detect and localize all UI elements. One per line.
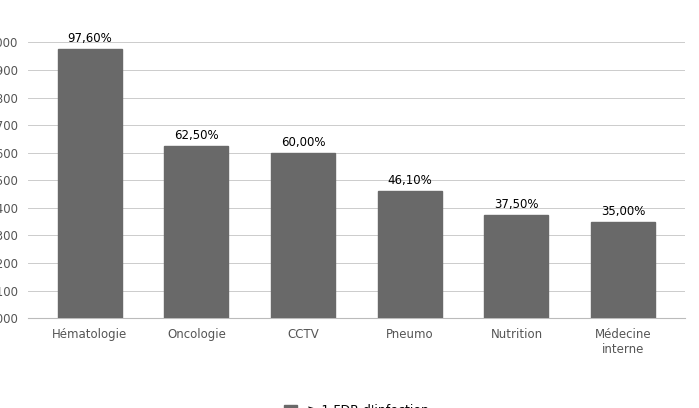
- Bar: [484, 215, 549, 318]
- Bar: [58, 49, 122, 318]
- Bar: [271, 153, 335, 318]
- Legend: ≥ 1 FDR d'infection: ≥ 1 FDR d'infection: [280, 399, 433, 408]
- Bar: [378, 191, 442, 318]
- Text: 60,00%: 60,00%: [281, 136, 326, 149]
- Text: 62,50%: 62,50%: [174, 129, 219, 142]
- Bar: [591, 222, 655, 318]
- Text: 37,50%: 37,50%: [494, 198, 539, 211]
- Bar: [164, 146, 229, 318]
- Text: 97,60%: 97,60%: [67, 32, 113, 45]
- Text: 35,00%: 35,00%: [601, 205, 645, 218]
- Text: 46,10%: 46,10%: [387, 175, 432, 187]
